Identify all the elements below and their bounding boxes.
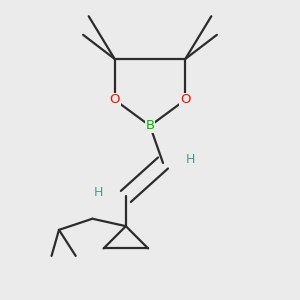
Text: O: O bbox=[180, 93, 190, 106]
Text: O: O bbox=[110, 93, 120, 106]
Text: B: B bbox=[146, 119, 154, 132]
Text: H: H bbox=[186, 153, 196, 166]
Text: H: H bbox=[93, 186, 103, 199]
